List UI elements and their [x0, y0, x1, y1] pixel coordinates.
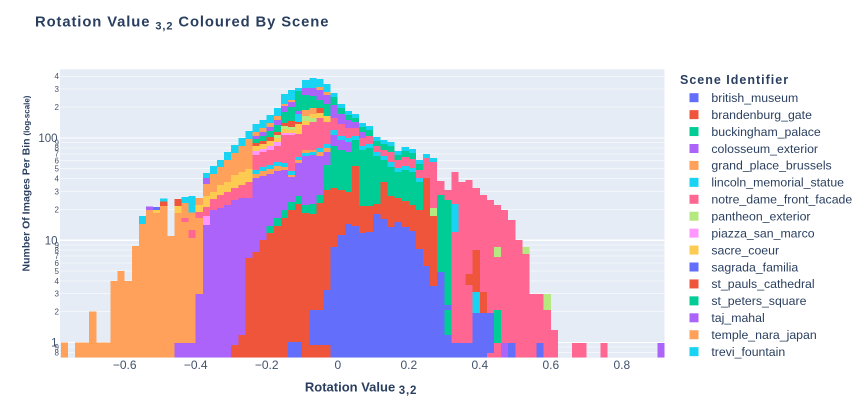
svg-text:taj_mahal: taj_mahal [711, 311, 764, 325]
svg-text:8: 8 [55, 144, 60, 153]
svg-text:10: 10 [45, 235, 58, 247]
svg-text:−0.6: −0.6 [113, 358, 137, 372]
svg-text:Rotation Value 3,2: Rotation Value 3,2 [305, 380, 417, 397]
svg-text:6: 6 [55, 259, 60, 268]
svg-text:3: 3 [55, 187, 60, 196]
svg-text:6: 6 [55, 157, 60, 166]
svg-text:lincoln_memorial_statue: lincoln_memorial_statue [711, 176, 844, 190]
svg-text:9: 9 [55, 343, 60, 352]
svg-text:sagrada_familia: sagrada_familia [711, 260, 798, 274]
svg-text:−0.2: −0.2 [255, 358, 279, 372]
svg-text:2: 2 [55, 308, 60, 317]
svg-text:1: 1 [51, 338, 57, 350]
svg-text:Scene Identifier: Scene Identifier [680, 73, 789, 87]
svg-text:2: 2 [55, 205, 60, 214]
svg-text:−0.4: −0.4 [184, 358, 208, 372]
svg-text:temple_nara_japan: temple_nara_japan [711, 328, 816, 342]
svg-text:brandenburg_gate: brandenburg_gate [711, 108, 812, 122]
svg-text:4: 4 [55, 175, 60, 184]
svg-text:notre_dame_front_facade: notre_dame_front_facade [711, 193, 852, 207]
svg-text:sacre_coeur: sacre_coeur [711, 243, 779, 257]
svg-text:100: 100 [38, 133, 57, 145]
svg-text:st_pauls_cathedral: st_pauls_cathedral [711, 277, 814, 291]
svg-text:colosseum_exterior: colosseum_exterior [711, 142, 818, 156]
svg-text:7: 7 [55, 252, 60, 261]
svg-text:buckingham_palace: buckingham_palace [711, 125, 821, 139]
svg-text:2: 2 [55, 103, 60, 112]
svg-text:piazza_san_marco: piazza_san_marco [711, 226, 814, 240]
svg-text:7: 7 [55, 150, 60, 159]
svg-text:Rotation Value 3,2 Coloured By: Rotation Value 3,2 Coloured By Scene [35, 15, 329, 33]
svg-text:0.2: 0.2 [400, 358, 417, 372]
svg-text:british_museum: british_museum [711, 91, 798, 105]
svg-text:8: 8 [55, 348, 60, 357]
svg-text:trevi_fountain: trevi_fountain [711, 345, 785, 359]
svg-text:9: 9 [55, 241, 60, 250]
svg-text:3: 3 [55, 85, 60, 94]
svg-text:9: 9 [55, 139, 60, 148]
svg-text:0: 0 [334, 358, 341, 372]
svg-text:Number Of Images Per Bin (log-: Number Of Images Per Bin (log-scale) [21, 95, 33, 271]
svg-text:0.4: 0.4 [471, 358, 488, 372]
svg-text:0.8: 0.8 [613, 358, 630, 372]
svg-text:5: 5 [55, 165, 60, 174]
svg-text:pantheon_exterior: pantheon_exterior [711, 210, 810, 224]
svg-text:0.6: 0.6 [542, 358, 559, 372]
svg-text:grand_place_brussels: grand_place_brussels [711, 159, 831, 173]
svg-text:3: 3 [55, 290, 60, 299]
svg-text:8: 8 [55, 246, 60, 255]
svg-text:4: 4 [55, 72, 60, 81]
svg-text:st_peters_square: st_peters_square [711, 294, 806, 308]
svg-text:4: 4 [55, 277, 60, 286]
svg-text:5: 5 [55, 267, 60, 276]
